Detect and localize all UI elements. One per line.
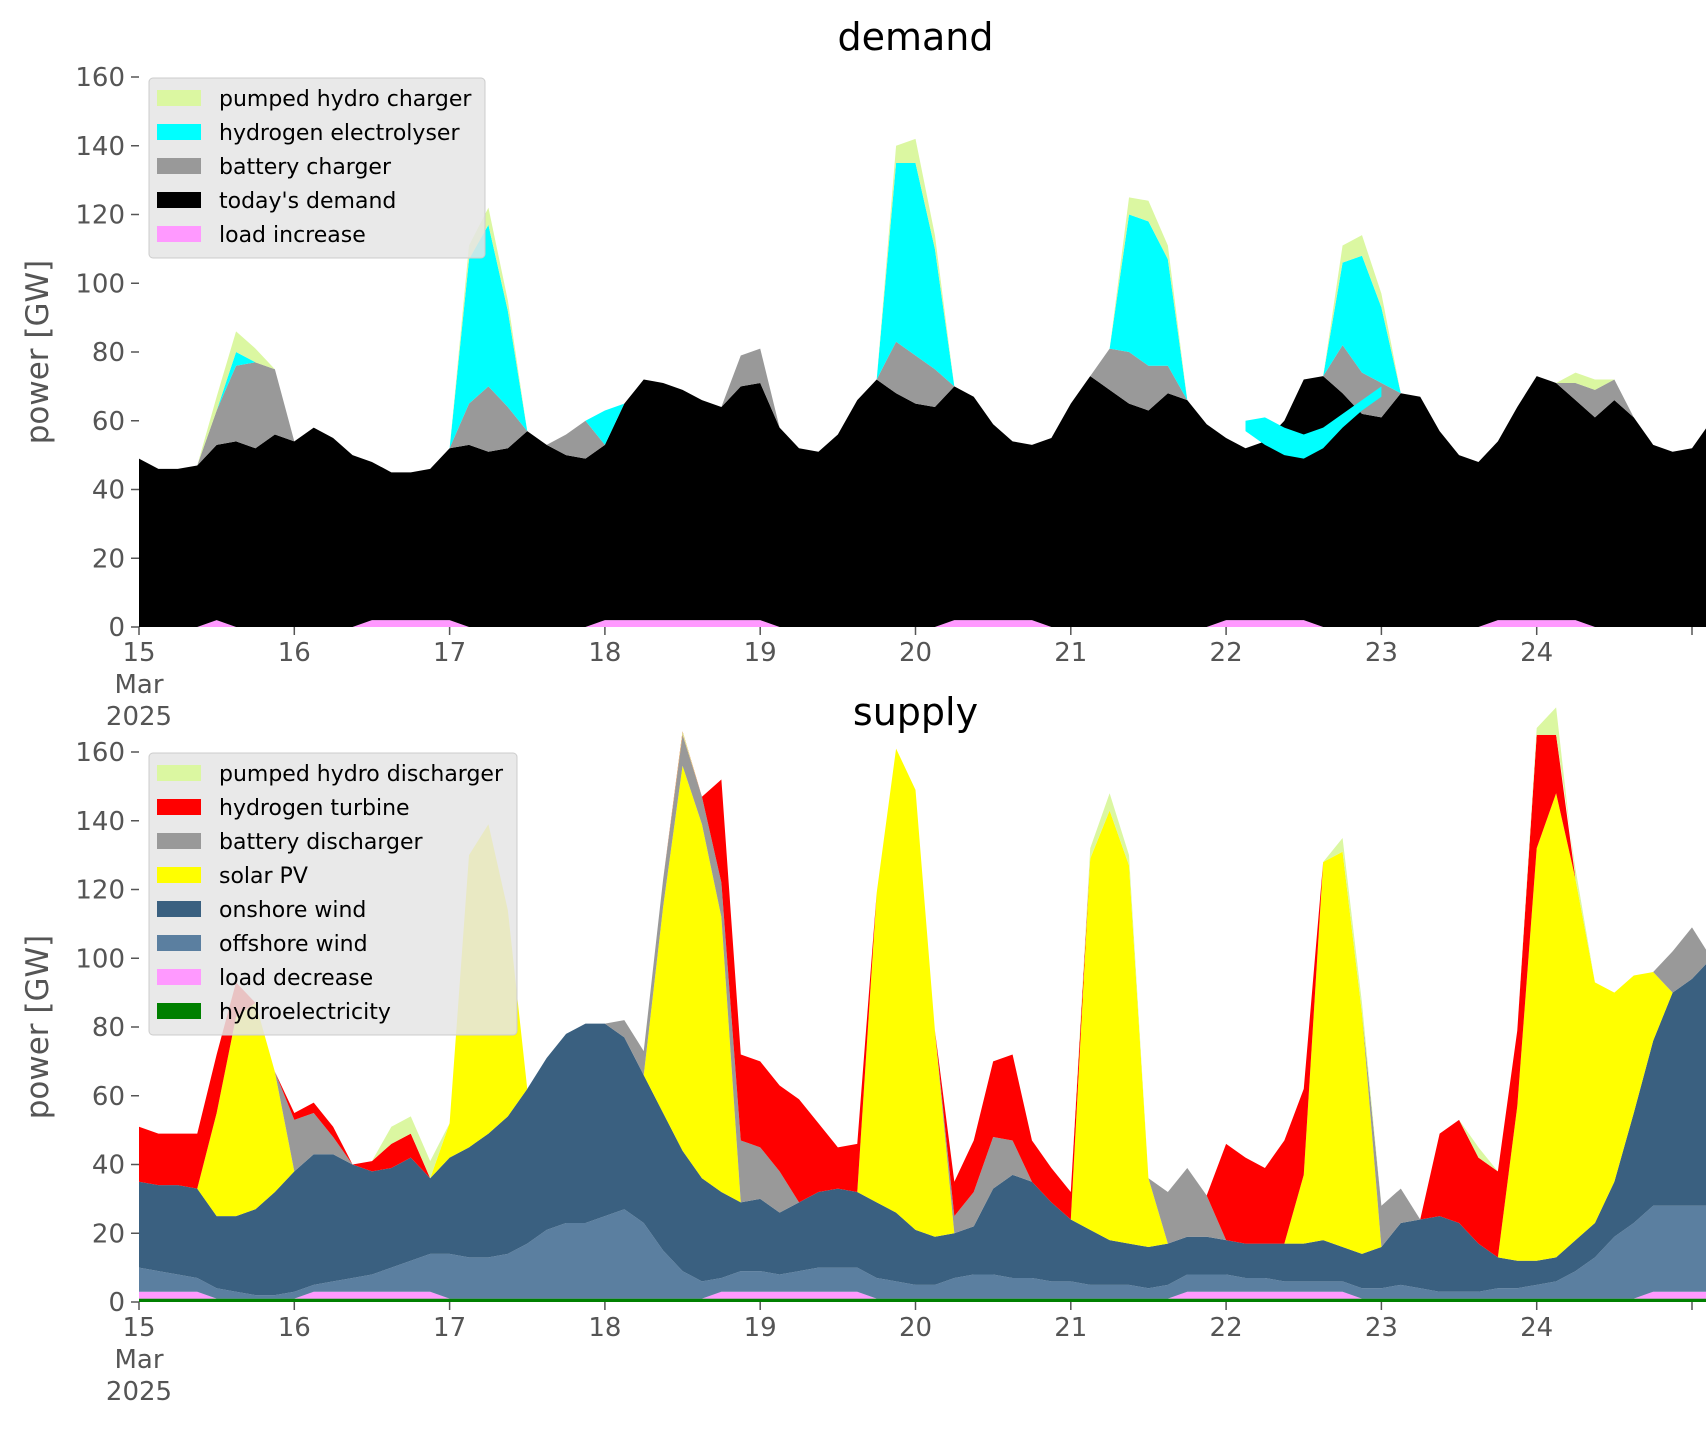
demand-panel: demand 0 20 40 60 80 100 120 140 160 power [GW] 15 M…: [20, 15, 1706, 732]
legend-swatch: [157, 867, 201, 883]
x-tick-label: 20: [899, 638, 932, 668]
legend-label: load decrease: [219, 966, 373, 991]
legend-label: onshore wind: [219, 898, 366, 923]
x-tick-label: 24: [1520, 638, 1553, 668]
y-axis-label: power [GW]: [20, 260, 56, 445]
legend-label: offshore wind: [219, 932, 368, 957]
y-tick-label: 160: [75, 63, 125, 93]
legend-swatch: [157, 969, 201, 985]
x-tick-label: 23: [1365, 638, 1398, 668]
y-tick-label: 40: [92, 476, 125, 506]
legend-swatch: [157, 192, 201, 208]
y-tick-label: 0: [108, 1288, 125, 1318]
y-tick-label: 140: [75, 132, 125, 162]
x-tick-label: 18: [588, 1313, 621, 1343]
x-tick-label: 22: [1210, 1313, 1243, 1343]
supply-panel: supply 0 20 40 60 80 100 120 140 160 power [GW] 15 M…: [20, 690, 1706, 1407]
y-tick-label: 120: [75, 201, 125, 231]
legend-label: pumped hydro charger: [219, 87, 472, 112]
legend: [148, 752, 518, 1036]
chart-title: supply: [853, 690, 978, 734]
area-hydrogen-turbine: [139, 731, 1706, 1258]
x-tick-label: 23: [1365, 1313, 1398, 1343]
x-tick-label: 21: [1054, 638, 1087, 668]
legend-swatch: [157, 765, 201, 781]
x-tick-label: 15 Mar 2025: [106, 1313, 172, 1407]
y-tick-label: 0: [108, 613, 125, 643]
y-tick-label: 60: [92, 407, 125, 437]
area-solar-pv: [139, 748, 1706, 1261]
legend-swatch: [157, 901, 201, 917]
area-battery-charger: [139, 341, 1706, 473]
chart-title: demand: [837, 15, 993, 59]
y-axis-label: power [GW]: [20, 935, 56, 1120]
x-tick-label: 21: [1054, 1313, 1087, 1343]
legend-label: pumped hydro discharger: [219, 762, 504, 787]
legend-label: hydroelectricity: [219, 1000, 391, 1025]
area-hydrogen-electrolyser-band-0: [1245, 386, 1382, 459]
y-tick-label: 40: [92, 1151, 125, 1181]
x-tick-label: 22: [1210, 638, 1243, 668]
x-tick-label: 24: [1520, 1313, 1553, 1343]
x-tick-label: 16: [278, 638, 311, 668]
x-tick-label: 17: [433, 1313, 466, 1343]
legend-swatch: [157, 124, 201, 140]
legend-swatch: [157, 935, 201, 951]
area-hydroelectricity: [139, 1298, 1706, 1302]
area-hydrogen-electrolyser: [139, 162, 1706, 473]
legend-label: battery discharger: [219, 830, 424, 855]
y-tick-label: 80: [92, 1013, 125, 1043]
area-load-decrease: [139, 1291, 1706, 1299]
y-tick-label: 20: [92, 1219, 125, 1249]
x-tick-label: 18: [588, 638, 621, 668]
area-onshore-wind: [139, 963, 1706, 1296]
x-tick-label: 17: [433, 638, 466, 668]
y-tick-label: 100: [75, 944, 125, 974]
legend: [148, 77, 486, 259]
area-offshore-wind: [139, 1205, 1706, 1299]
x-tick-label: 15 Mar 2025: [106, 638, 172, 732]
legend-swatch: [157, 1003, 201, 1019]
y-tick-label: 120: [75, 876, 125, 906]
legend-swatch: [157, 158, 201, 174]
y-tick-label: 60: [92, 1082, 125, 1112]
legend-swatch: [157, 833, 201, 849]
legend-swatch: [157, 226, 201, 242]
x-tick-label: 20: [899, 1313, 932, 1343]
legend-label: battery charger: [219, 155, 392, 180]
area-load-increase: [139, 620, 1706, 627]
x-tick-label: 19: [744, 638, 777, 668]
y-tick-label: 80: [92, 338, 125, 368]
area-today-s-demand: [139, 376, 1706, 627]
legend-label: hydrogen electrolyser: [219, 121, 460, 146]
x-tick-label: 19: [744, 1313, 777, 1343]
legend-label: hydrogen turbine: [219, 796, 410, 821]
legend-label: load increase: [219, 223, 366, 248]
x-tick-label: 16: [278, 1313, 311, 1343]
legend-label: today's demand: [219, 189, 396, 214]
y-tick-label: 160: [75, 738, 125, 768]
legend-swatch: [157, 90, 201, 106]
legend-swatch: [157, 799, 201, 815]
legend-label: solar PV: [219, 864, 308, 889]
y-tick-label: 140: [75, 807, 125, 837]
y-tick-label: 100: [75, 269, 125, 299]
y-tick-label: 20: [92, 544, 125, 574]
